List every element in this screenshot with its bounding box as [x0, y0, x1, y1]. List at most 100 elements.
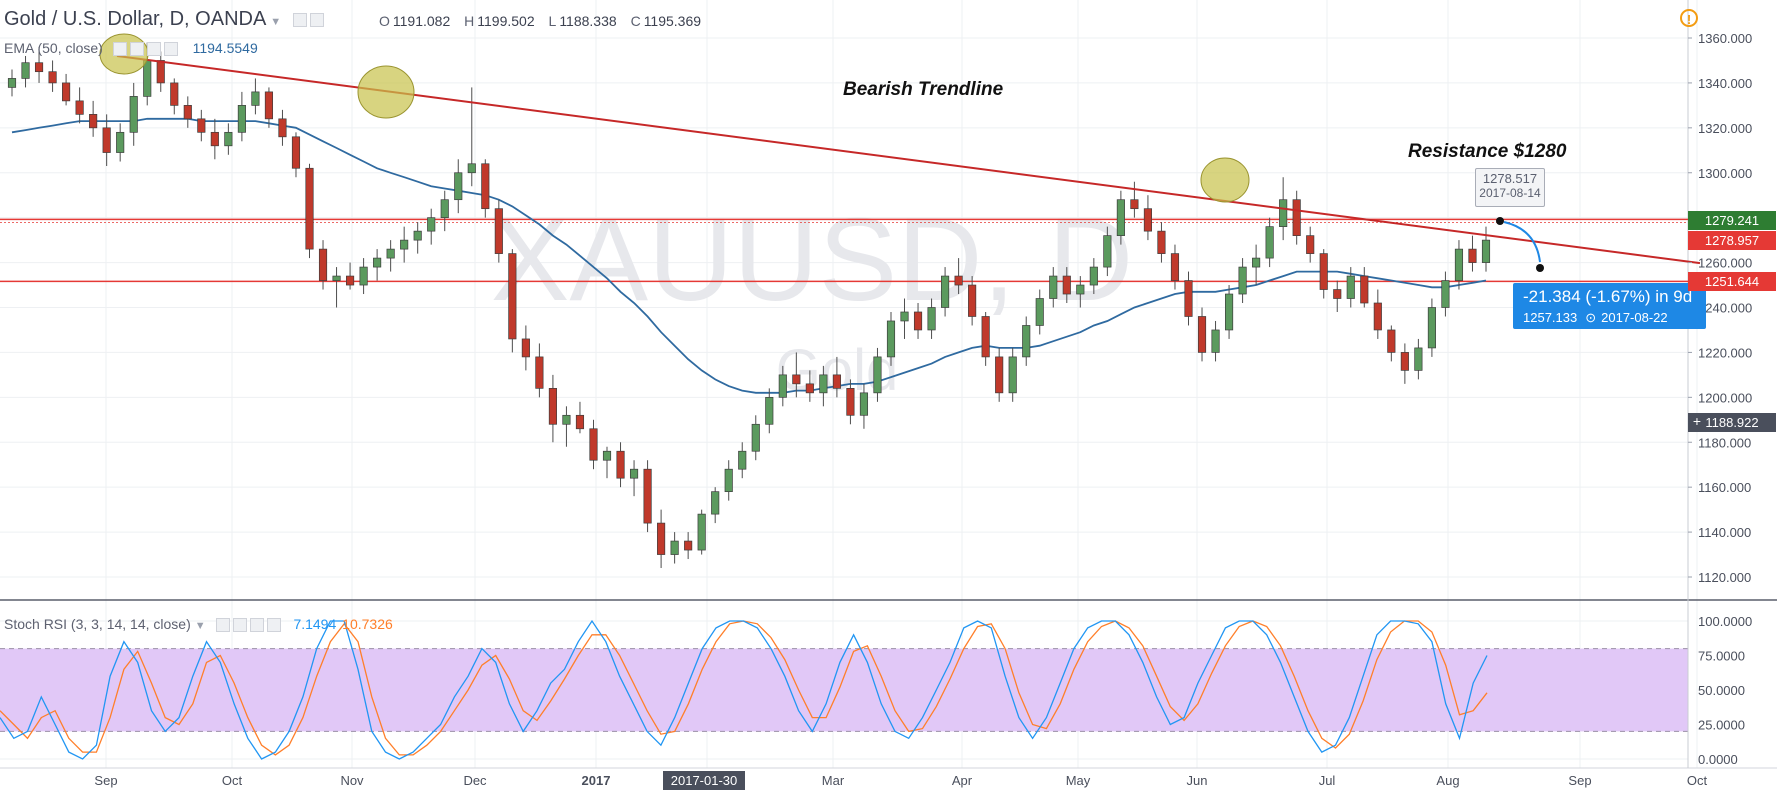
- candle-body: [548, 388, 557, 425]
- close-icon[interactable]: [163, 42, 178, 57]
- candle-body: [332, 275, 341, 281]
- candle-body: [832, 374, 841, 389]
- stoch-legend[interactable]: Stoch RSI (3, 3, 14, 14, close) ▼ 7.1494 …: [4, 616, 393, 633]
- price-tick-label: 1240.000: [1698, 301, 1752, 316]
- candle-body: [1197, 316, 1207, 353]
- candle-body: [251, 91, 260, 106]
- candle-body: [291, 136, 301, 169]
- candle-body: [1306, 235, 1315, 254]
- stoch-menu-chevron-icon[interactable]: ▼: [194, 620, 206, 632]
- price-tooltip: 1278.517 2017-08-14: [1475, 168, 1545, 207]
- candle-body: [237, 105, 246, 133]
- stoch-label: Stoch RSI (3, 3, 14, 14, close): [4, 616, 191, 632]
- candle-body: [48, 71, 57, 84]
- crosshair-plus-icon[interactable]: +: [1688, 413, 1706, 430]
- time-tick-label: Sep: [94, 773, 117, 788]
- candle-body: [1427, 307, 1436, 349]
- ema-tools: [112, 40, 181, 57]
- candle-body: [1049, 275, 1058, 299]
- settings-icon[interactable]: [232, 618, 247, 633]
- candle-body: [846, 388, 855, 416]
- measure-result-box[interactable]: -21.384 (-1.67%) in 9d 1257.133 ⊙ 2017-08-…: [1513, 283, 1706, 329]
- stoch-tick-label: 75.0000: [1698, 649, 1745, 664]
- bearish-trendline-label[interactable]: Bearish Trendline: [843, 79, 1004, 100]
- candle-body: [562, 414, 571, 425]
- symbol-title[interactable]: Gold / U.S. Dollar, D, OANDA ▼: [4, 8, 327, 31]
- candle-body: [629, 468, 639, 479]
- candle-body: [521, 338, 530, 358]
- candle-body: [1035, 298, 1044, 326]
- price-tick-label: 1220.000: [1698, 345, 1752, 360]
- candle-body: [1279, 199, 1288, 227]
- candle-body: [34, 62, 44, 73]
- candle-body: [129, 96, 138, 133]
- candle-body: [1022, 325, 1031, 358]
- ema-legend[interactable]: EMA (50, close) 1194.5549: [4, 40, 258, 57]
- price-tick-label: 1120.000: [1698, 570, 1751, 585]
- candle-body: [427, 217, 436, 232]
- candle-body: [900, 311, 909, 322]
- stoch-tick-label: 25.0000: [1698, 718, 1745, 733]
- settings-icon[interactable]: [309, 12, 324, 27]
- low-value: 1188.338: [559, 13, 617, 29]
- crosshair-date-label: 2017-01-30: [663, 771, 745, 790]
- candle-body: [602, 450, 612, 461]
- candle-body: [440, 199, 449, 219]
- candle-body: [1252, 257, 1261, 268]
- candle-body: [670, 540, 679, 555]
- price-tick-label: 1260.000: [1698, 256, 1752, 271]
- measure-change: -21.384 (-1.67%) in 9d: [1523, 287, 1693, 306]
- eye-icon[interactable]: [215, 618, 230, 633]
- symbol-menu-chevron-icon[interactable]: ▼: [270, 16, 282, 28]
- stoch-tick-label: 100.0000: [1698, 614, 1752, 629]
- candle-body: [1076, 284, 1085, 295]
- candle-body: [278, 118, 287, 138]
- stoch-band: [0, 648, 1688, 732]
- stoch-tick-label: 0.0000: [1698, 752, 1738, 767]
- stoch-d-value: 10.7326: [342, 616, 393, 632]
- candle-body: [156, 60, 165, 84]
- watermark-ticker: XAUUSD, D: [491, 194, 1134, 326]
- tooltip-price: 1278.517: [1482, 171, 1538, 186]
- ema-label: EMA (50, close): [4, 40, 103, 56]
- candle-body: [413, 230, 422, 241]
- price-tag-support: 1251.644: [1688, 272, 1776, 291]
- add-icon[interactable]: [249, 618, 264, 633]
- swing-high-highlight: [357, 65, 415, 119]
- time-tick-label: Jun: [1187, 773, 1208, 788]
- candle-body: [89, 114, 98, 129]
- settings-icon[interactable]: [129, 42, 144, 57]
- add-icon[interactable]: [146, 42, 161, 57]
- candle-body: [1373, 302, 1382, 331]
- resistance-label[interactable]: Resistance $1280: [1408, 141, 1567, 162]
- alert-icon[interactable]: !: [1680, 9, 1698, 27]
- candle-body: [1130, 199, 1139, 210]
- candle-body: [697, 513, 706, 551]
- high-value: 1199.502: [477, 13, 535, 29]
- candle-body: [968, 284, 977, 317]
- candle-body: [318, 248, 328, 281]
- candle-body: [981, 316, 990, 358]
- candle-body: [1481, 239, 1491, 263]
- ema-value: 1194.5549: [192, 40, 258, 56]
- time-tick-label: Oct: [1687, 773, 1708, 788]
- clock-icon: ⊙: [1585, 310, 1597, 325]
- candle-body: [684, 540, 693, 551]
- close-icon[interactable]: [266, 618, 281, 633]
- candle-body: [1292, 199, 1301, 236]
- candle-body: [1468, 248, 1477, 263]
- candle-body: [941, 275, 950, 308]
- eye-icon[interactable]: [112, 42, 127, 57]
- eye-icon[interactable]: [292, 12, 307, 27]
- candle-body: [1062, 275, 1071, 295]
- candle-body: [373, 257, 382, 268]
- candle-body: [1319, 253, 1328, 290]
- candle-body: [859, 392, 869, 416]
- price-tick-label: 1180.000: [1698, 435, 1751, 450]
- symbol-label: Gold / U.S. Dollar, D, OANDA: [4, 8, 267, 30]
- price-tick-label: 1360.000: [1698, 31, 1752, 46]
- swing-high-highlight: [1200, 157, 1250, 203]
- stoch-k-line: [0, 619, 1488, 760]
- candle-body: [954, 275, 963, 286]
